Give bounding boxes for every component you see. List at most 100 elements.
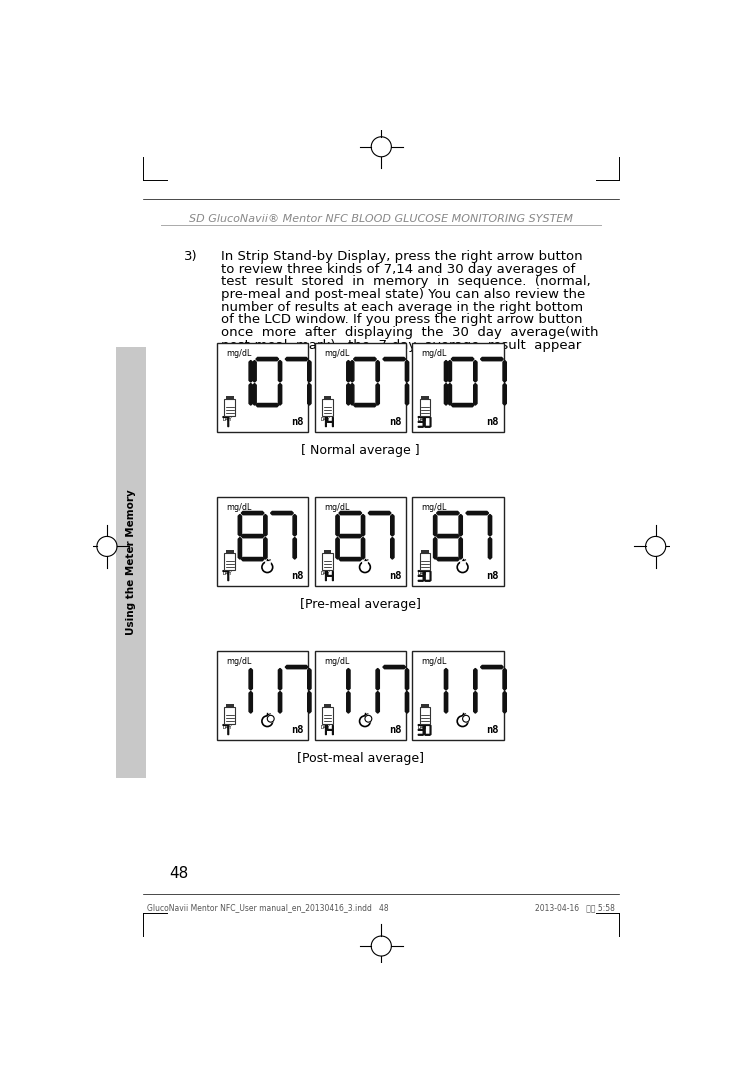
Polygon shape (326, 422, 327, 426)
Polygon shape (336, 538, 339, 559)
Text: n8: n8 (292, 418, 304, 427)
Bar (226, 396, 234, 400)
Polygon shape (263, 538, 267, 559)
Polygon shape (253, 360, 256, 382)
Polygon shape (437, 535, 459, 538)
Polygon shape (466, 512, 489, 515)
Bar (324, 396, 331, 400)
Polygon shape (238, 538, 242, 559)
Text: mg/dL: mg/dL (421, 657, 447, 667)
Polygon shape (383, 357, 405, 360)
Polygon shape (448, 360, 452, 382)
Polygon shape (241, 557, 264, 560)
Polygon shape (474, 383, 477, 405)
Polygon shape (249, 360, 252, 382)
Bar (217, 497, 309, 585)
Polygon shape (278, 360, 282, 382)
Polygon shape (353, 357, 376, 360)
Polygon shape (253, 383, 256, 405)
Text: mg/dL: mg/dL (421, 503, 447, 512)
Polygon shape (362, 538, 365, 559)
Polygon shape (481, 357, 503, 360)
Polygon shape (434, 538, 437, 559)
Bar (412, 497, 504, 585)
Text: DAY: DAY (320, 725, 330, 730)
Polygon shape (308, 383, 311, 405)
Polygon shape (326, 730, 327, 735)
Polygon shape (424, 571, 425, 576)
Polygon shape (424, 730, 425, 735)
Text: SD GlucoNavii® Mentor NFC BLOOD GLUCOSE MONITORING SYSTEM: SD GlucoNavii® Mentor NFC BLOOD GLUCOSE … (189, 214, 574, 224)
Polygon shape (339, 535, 362, 538)
Text: post-meal  mark),  the  7-day  average  result  appear: post-meal mark), the 7-day average resul… (221, 339, 581, 352)
Polygon shape (256, 404, 279, 407)
Polygon shape (249, 383, 252, 405)
Polygon shape (293, 514, 296, 536)
Polygon shape (241, 512, 264, 515)
Text: number of results at each average in the right bottom: number of results at each average in the… (221, 301, 583, 314)
Polygon shape (376, 691, 379, 713)
Bar (315, 651, 406, 740)
Polygon shape (278, 669, 282, 690)
Polygon shape (430, 422, 431, 426)
Text: DAY: DAY (222, 571, 232, 577)
Bar (225, 399, 235, 415)
Bar (322, 708, 333, 724)
Text: 48: 48 (169, 866, 188, 881)
Text: 2013-04-16   오후 5:58: 2013-04-16 오후 5:58 (536, 902, 615, 912)
Polygon shape (405, 669, 408, 690)
Polygon shape (391, 514, 394, 536)
Text: mg/dL: mg/dL (324, 349, 349, 358)
Bar (217, 343, 309, 432)
Text: of the LCD window. If you press the right arrow button: of the LCD window. If you press the righ… (221, 314, 583, 327)
Bar (324, 551, 331, 554)
Polygon shape (347, 360, 350, 382)
Text: n8: n8 (487, 725, 499, 736)
Text: n8: n8 (389, 725, 402, 736)
Text: DAY: DAY (418, 418, 428, 422)
Bar (322, 553, 333, 570)
Polygon shape (444, 360, 448, 382)
Polygon shape (444, 669, 448, 690)
Polygon shape (474, 360, 477, 382)
Text: mg/dL: mg/dL (324, 503, 349, 512)
Polygon shape (278, 691, 282, 713)
Text: n8: n8 (389, 418, 402, 427)
Polygon shape (430, 577, 431, 581)
Polygon shape (437, 557, 459, 560)
Text: n8: n8 (389, 571, 402, 581)
Text: to review three kinds of 7,14 and 30 day averages of: to review three kinds of 7,14 and 30 day… (221, 263, 575, 276)
Polygon shape (488, 514, 492, 536)
Polygon shape (481, 665, 503, 669)
Polygon shape (326, 418, 327, 422)
Polygon shape (423, 725, 424, 730)
Polygon shape (444, 383, 448, 405)
Bar (315, 497, 406, 585)
Bar (322, 399, 333, 415)
Polygon shape (423, 577, 424, 581)
Polygon shape (278, 383, 282, 405)
Polygon shape (488, 538, 492, 559)
Polygon shape (326, 725, 327, 730)
Polygon shape (368, 512, 391, 515)
Polygon shape (339, 557, 362, 560)
Polygon shape (347, 383, 350, 405)
Bar (324, 704, 331, 709)
Polygon shape (452, 404, 474, 407)
Bar (226, 704, 234, 709)
Bar (225, 553, 235, 570)
Polygon shape (424, 577, 425, 581)
Polygon shape (444, 691, 448, 713)
Polygon shape (430, 730, 431, 735)
Text: DAY: DAY (222, 418, 232, 422)
Polygon shape (448, 383, 452, 405)
Polygon shape (376, 383, 379, 405)
Text: In Strip Stand-by Display, press the right arrow button: In Strip Stand-by Display, press the rig… (221, 250, 583, 263)
Polygon shape (326, 577, 327, 581)
Bar (420, 553, 431, 570)
Polygon shape (376, 669, 379, 690)
Polygon shape (503, 360, 507, 382)
Polygon shape (285, 357, 308, 360)
Text: mg/dL: mg/dL (226, 657, 251, 667)
Polygon shape (249, 669, 252, 690)
